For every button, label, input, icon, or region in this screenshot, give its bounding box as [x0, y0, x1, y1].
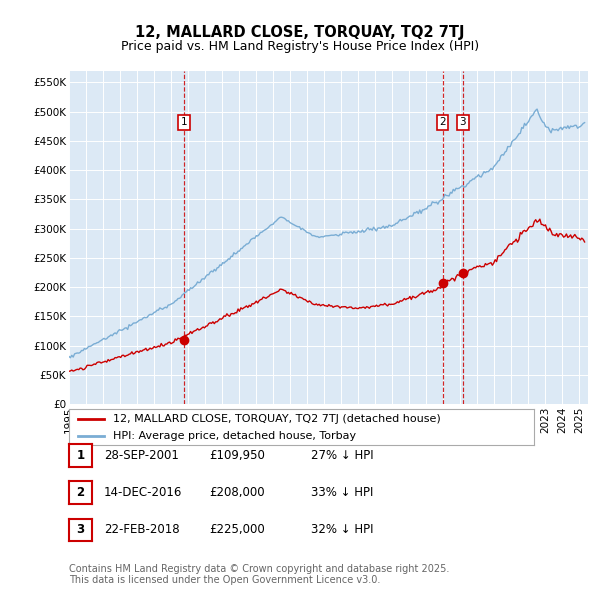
Text: 2: 2 [76, 486, 85, 499]
Text: 12, MALLARD CLOSE, TORQUAY, TQ2 7TJ (detached house): 12, MALLARD CLOSE, TORQUAY, TQ2 7TJ (det… [113, 414, 441, 424]
Text: Price paid vs. HM Land Registry's House Price Index (HPI): Price paid vs. HM Land Registry's House … [121, 40, 479, 53]
Text: 27% ↓ HPI: 27% ↓ HPI [311, 449, 373, 462]
Text: 2: 2 [439, 117, 446, 127]
Text: 32% ↓ HPI: 32% ↓ HPI [311, 523, 373, 536]
Text: £208,000: £208,000 [209, 486, 265, 499]
Text: 14-DEC-2016: 14-DEC-2016 [104, 486, 182, 499]
Text: 1: 1 [181, 117, 187, 127]
Text: Contains HM Land Registry data © Crown copyright and database right 2025.
This d: Contains HM Land Registry data © Crown c… [69, 563, 449, 585]
Text: £225,000: £225,000 [209, 523, 265, 536]
Text: £109,950: £109,950 [209, 449, 265, 462]
Text: HPI: Average price, detached house, Torbay: HPI: Average price, detached house, Torb… [113, 431, 356, 441]
Text: 12, MALLARD CLOSE, TORQUAY, TQ2 7TJ: 12, MALLARD CLOSE, TORQUAY, TQ2 7TJ [135, 25, 465, 40]
Text: 33% ↓ HPI: 33% ↓ HPI [311, 486, 373, 499]
Text: 3: 3 [460, 117, 466, 127]
Text: 1: 1 [76, 449, 85, 462]
Text: 3: 3 [76, 523, 85, 536]
Text: 28-SEP-2001: 28-SEP-2001 [104, 449, 179, 462]
Text: 22-FEB-2018: 22-FEB-2018 [104, 523, 179, 536]
